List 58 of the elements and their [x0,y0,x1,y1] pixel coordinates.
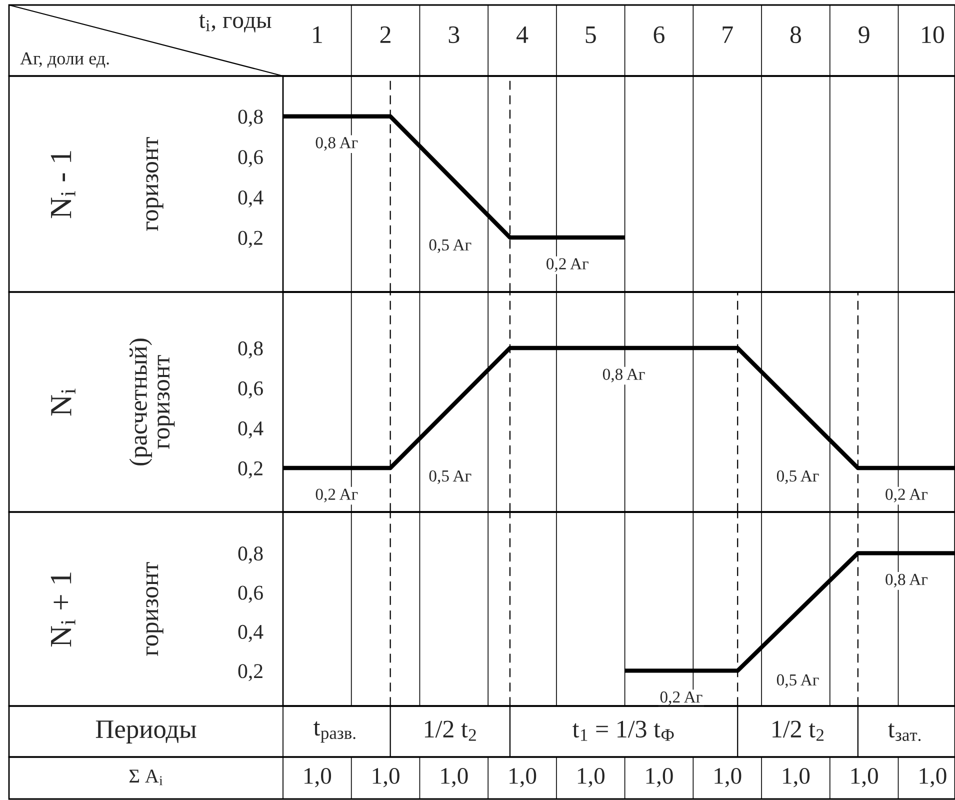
data-label: 1,0 [510,768,536,788]
x-tick-label: 10 [922,26,944,44]
y-tick-label: 0,2 [238,664,262,682]
text: горизонт [146,562,164,656]
annotation: 0,2 Aг [316,488,358,502]
x-tick-label: 8 [790,26,802,44]
text: горизонт [146,137,164,231]
text: t$_{зат.}$ [888,723,921,742]
annotation: 0,5 Aг [776,470,819,484]
y-tick-label: 0,2 [238,461,262,478]
data-label: 1,0 [304,768,332,788]
y-axis-title: Aг, доли ед. [20,52,109,68]
y-tick-label: 0,4 [238,190,264,208]
text: Периоды [96,720,196,744]
x-tick-label: 1 [313,26,322,43]
x-tick-label: 4 [516,26,528,43]
y-tick-label: 0,6 [238,586,263,603]
x-tick-label: 3 [448,26,460,44]
annotation: 0,8 Aг [886,574,928,588]
annotation: 0,5 Aг [429,239,472,253]
annotation: 0,2 Aг [546,258,588,272]
data-label: 1,0 [783,768,810,788]
x-tick-label: 2 [380,26,390,43]
y-tick-label: 0,6 [238,381,263,398]
y-tick-label: 0,6 [238,150,263,168]
y-tick-label: 0,4 [238,421,264,438]
data-label: 1,0 [372,768,400,788]
annotation: 0,5 Aг [776,674,819,688]
x-tick-label: 6 [654,26,664,44]
x-tick-label: 9 [858,26,870,44]
text: 1/2 t$_{2}$ [424,720,476,741]
annotation: 0,2 Aг [886,488,928,502]
x-tick-label: 5 [586,26,596,44]
data-label: 1,0 [920,768,946,788]
data-label: 1,0 [441,768,468,788]
annotation: 0,8 Aг [316,137,358,151]
y-tick-label: 0,8 [238,341,263,358]
x-axis-title: t$_{i}$, годы [199,14,272,32]
x-tick-label: 7 [722,26,733,43]
data-label: 1,0 [646,768,673,788]
text: 1/2 t$_{2}$ [772,720,824,741]
text: t$_{разв.}$ [314,721,356,743]
y-tick-label: 0,4 [238,624,264,642]
annotation: 0,8 Aг [602,368,645,382]
data-label: 1,0 [578,768,604,788]
data-label: 1,0 [851,768,878,788]
text: N$_{i}$ + 1 [50,572,76,647]
y-tick-label: 0,8 [238,110,263,127]
annotation: 0,5 Aг [429,470,472,484]
text: N$_{i}$ - 1 [50,151,76,218]
text: (расчетный) горизонт [129,338,175,466]
y-tick-label: 0,8 [238,546,263,564]
text: Σ A$_{i}$ [129,770,163,786]
text: t$_{1}$ = 1/3 t$_{Ф}$ [572,720,674,741]
y-tick-label: 0,2 [238,230,262,248]
text: N$_{i}$ [51,388,76,416]
annotation: 0,2 Aг [660,691,702,706]
data-label: 1,0 [714,768,742,788]
